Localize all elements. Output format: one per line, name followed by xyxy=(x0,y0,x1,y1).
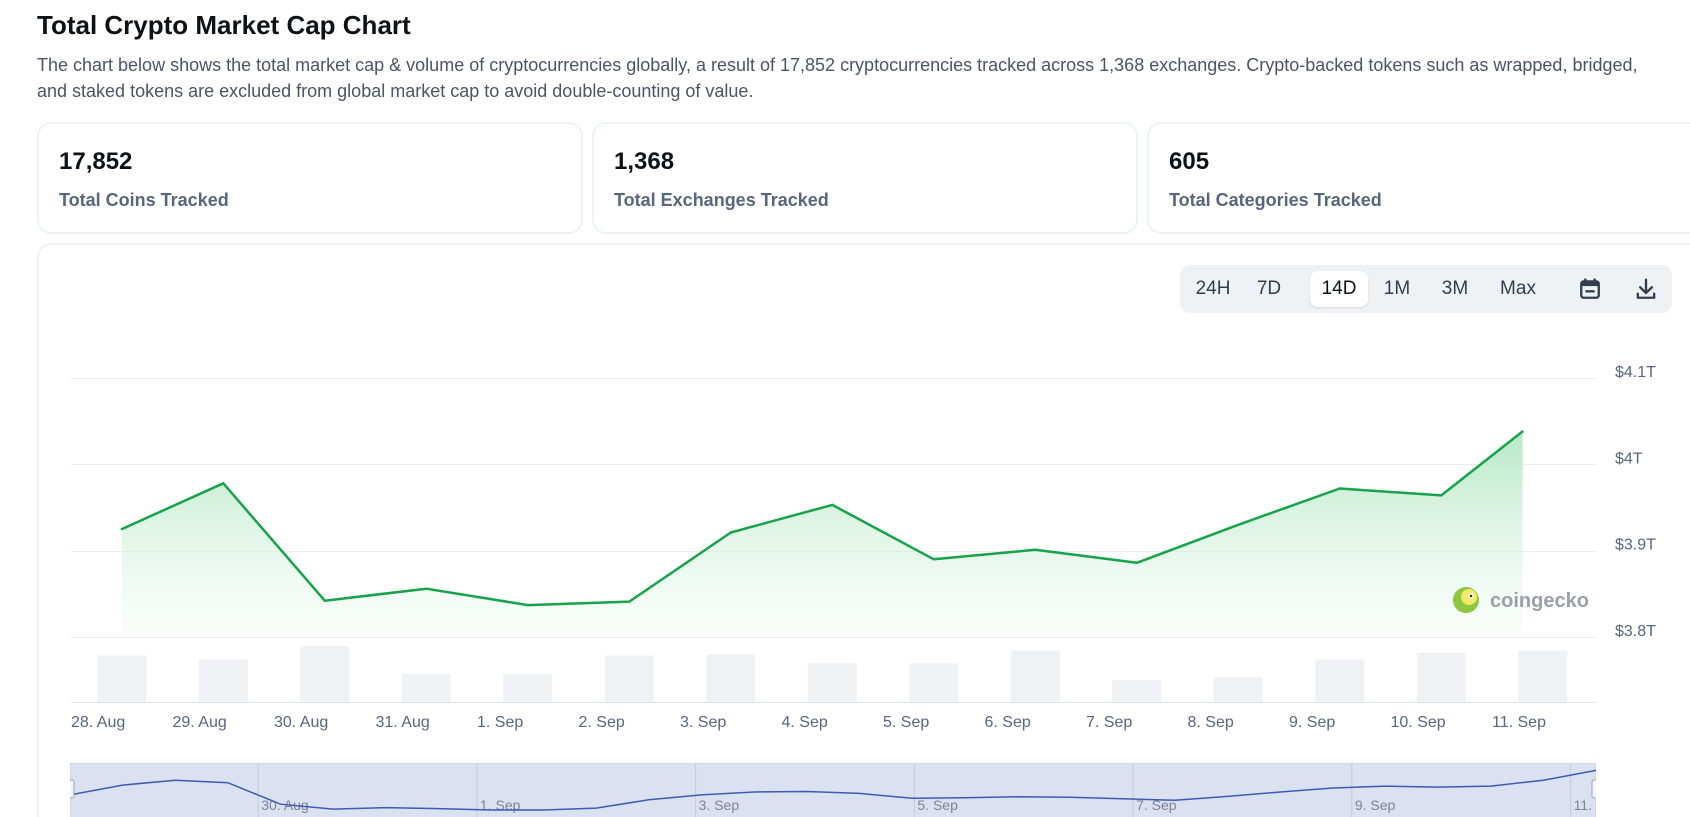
volume-bar xyxy=(807,663,857,702)
y-tick-label: $3.8T xyxy=(1615,623,1656,640)
y-tick-label: $3.9T xyxy=(1615,537,1656,554)
volume-bar xyxy=(1213,677,1263,702)
x-tick-label: 31. Aug xyxy=(376,714,430,731)
volume-bar xyxy=(198,659,248,702)
navigator-handle[interactable] xyxy=(1591,779,1600,799)
stat-label-categories: Total Categories Tracked xyxy=(1169,190,1382,210)
market-cap-point xyxy=(1237,523,1240,526)
stat-value-categories: 605 xyxy=(1169,148,1210,175)
market-cap-point xyxy=(1440,494,1443,497)
volume-bar xyxy=(1010,650,1060,702)
x-tick-label: 5. Sep xyxy=(883,714,929,731)
watermark-text: coingecko xyxy=(1490,590,1589,612)
navigator-handle[interactable] xyxy=(66,779,75,799)
x-tick-label: 28. Aug xyxy=(71,714,125,731)
range-button-7d[interactable]: 7D xyxy=(1256,278,1282,299)
range-button-max[interactable]: Max xyxy=(1500,278,1536,299)
navigator-label: 3. Sep xyxy=(699,797,740,813)
volume-bar xyxy=(1315,659,1365,702)
download-icon[interactable] xyxy=(1632,275,1660,303)
volume-bar xyxy=(300,646,350,702)
volume-bar xyxy=(1518,650,1568,702)
market-cap-point xyxy=(425,587,428,590)
navigator-label: 11. Sep xyxy=(1574,797,1621,813)
market-cap-area xyxy=(121,431,1523,632)
volume-bar xyxy=(401,674,451,702)
stat-card-coins: 17,852 Total Coins Tracked xyxy=(37,122,583,234)
y-tick-label: $4T xyxy=(1615,450,1643,467)
navigator-label: 9. Sep xyxy=(1355,797,1396,813)
market-cap-point xyxy=(526,603,529,607)
stat-value-exchanges: 1,368 xyxy=(614,148,675,175)
x-tick-label: 4. Sep xyxy=(782,714,828,731)
navigator-label: 1. Sep xyxy=(480,797,521,813)
page-title: Total Crypto Market Cap Chart xyxy=(37,10,411,40)
stat-label-coins: Total Coins Tracked xyxy=(59,190,229,210)
x-tick-label: 10. Sep xyxy=(1391,714,1446,731)
market-cap-point xyxy=(628,600,631,603)
volume-bar xyxy=(97,655,147,702)
market-cap-point xyxy=(120,527,124,531)
market-cap-point xyxy=(1338,487,1342,490)
market-cap-point xyxy=(1034,548,1037,551)
volume-bar xyxy=(503,674,553,702)
stat-card-categories: 605 Total Categories Tracked xyxy=(1147,122,1690,234)
market-cap-point xyxy=(1521,430,1524,433)
x-tick-label: 6. Sep xyxy=(985,714,1031,731)
market-cap-point xyxy=(932,558,935,561)
range-button-14d[interactable]: 14D xyxy=(1310,271,1368,307)
x-tick-label: 8. Sep xyxy=(1188,714,1234,731)
page-description: The chart below shows the total market c… xyxy=(37,55,1638,101)
stat-value-coins: 17,852 xyxy=(59,148,133,175)
market-cap-point xyxy=(729,531,732,534)
stat-card-exchanges: 1,368 Total Exchanges Tracked xyxy=(592,122,1138,234)
range-button-1m[interactable]: 1M xyxy=(1383,278,1411,299)
x-tick-label: 1. Sep xyxy=(477,714,523,731)
navigator-label: 5. Sep xyxy=(917,797,958,813)
market-cap-point xyxy=(323,599,326,602)
x-tick-label: 3. Sep xyxy=(680,714,726,731)
x-tick-label: 30. Aug xyxy=(274,714,328,731)
x-tick-label: 11. Sep xyxy=(1492,714,1546,731)
navigator-label: 7. Sep xyxy=(1136,797,1177,813)
range-button-3m[interactable]: 3M xyxy=(1441,278,1469,299)
x-tick-label: 29. Aug xyxy=(173,714,227,731)
market-cap-point xyxy=(222,482,225,485)
volume-bar xyxy=(706,654,756,702)
time-range-selector: 24H 7D 14D 1M 3M Max xyxy=(1180,265,1672,313)
volume-bar xyxy=(909,663,959,702)
calendar-icon[interactable] xyxy=(1576,275,1604,303)
volume-bar xyxy=(1416,652,1466,702)
navigator-line xyxy=(70,769,1596,811)
x-tick-label: 7. Sep xyxy=(1086,714,1132,731)
market-cap-point xyxy=(1135,561,1139,564)
range-button-24h[interactable]: 24H xyxy=(1195,278,1231,299)
market-cap-point xyxy=(831,503,834,507)
y-tick-label: $4.1T xyxy=(1615,364,1656,381)
x-tick-label: 2. Sep xyxy=(579,714,625,731)
volume-bar xyxy=(604,655,654,702)
volume-bar xyxy=(1112,680,1162,702)
stat-label-exchanges: Total Exchanges Tracked xyxy=(614,190,829,210)
coingecko-watermark: coingecko xyxy=(1453,587,1589,613)
x-tick-label: 9. Sep xyxy=(1289,714,1335,731)
